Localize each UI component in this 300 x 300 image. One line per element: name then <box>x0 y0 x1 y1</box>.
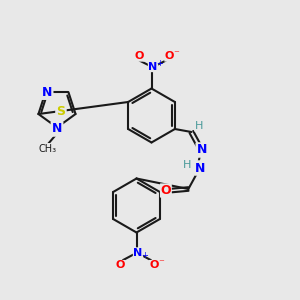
Text: N: N <box>134 248 142 258</box>
Text: +: + <box>156 59 163 68</box>
Text: O: O <box>135 51 144 61</box>
Text: N: N <box>52 122 62 136</box>
Text: N: N <box>197 143 207 157</box>
Text: ⁻: ⁻ <box>173 49 179 59</box>
Text: O: O <box>160 184 171 197</box>
Text: +: + <box>141 251 148 260</box>
Text: H: H <box>195 121 203 131</box>
Text: O: O <box>165 51 174 61</box>
Text: N: N <box>42 86 52 99</box>
Text: CH₃: CH₃ <box>39 143 57 154</box>
Text: O: O <box>149 260 159 271</box>
Text: H: H <box>183 160 191 170</box>
Text: N: N <box>195 161 206 175</box>
Text: S: S <box>56 104 65 118</box>
Text: N: N <box>148 61 158 72</box>
Text: O: O <box>115 260 125 271</box>
Text: ⁻: ⁻ <box>158 259 164 269</box>
